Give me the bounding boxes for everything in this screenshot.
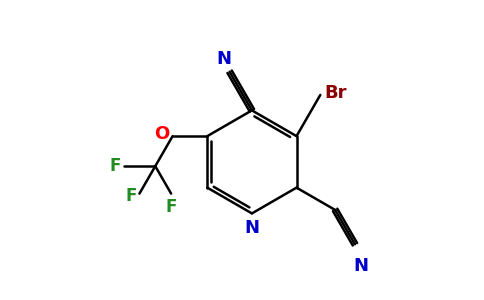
Text: F: F	[109, 157, 121, 175]
Text: F: F	[166, 198, 177, 216]
Text: N: N	[216, 50, 231, 68]
Text: Br: Br	[324, 84, 347, 102]
Text: O: O	[154, 125, 170, 143]
Text: N: N	[244, 219, 259, 237]
Text: F: F	[125, 187, 136, 205]
Text: N: N	[353, 256, 368, 274]
